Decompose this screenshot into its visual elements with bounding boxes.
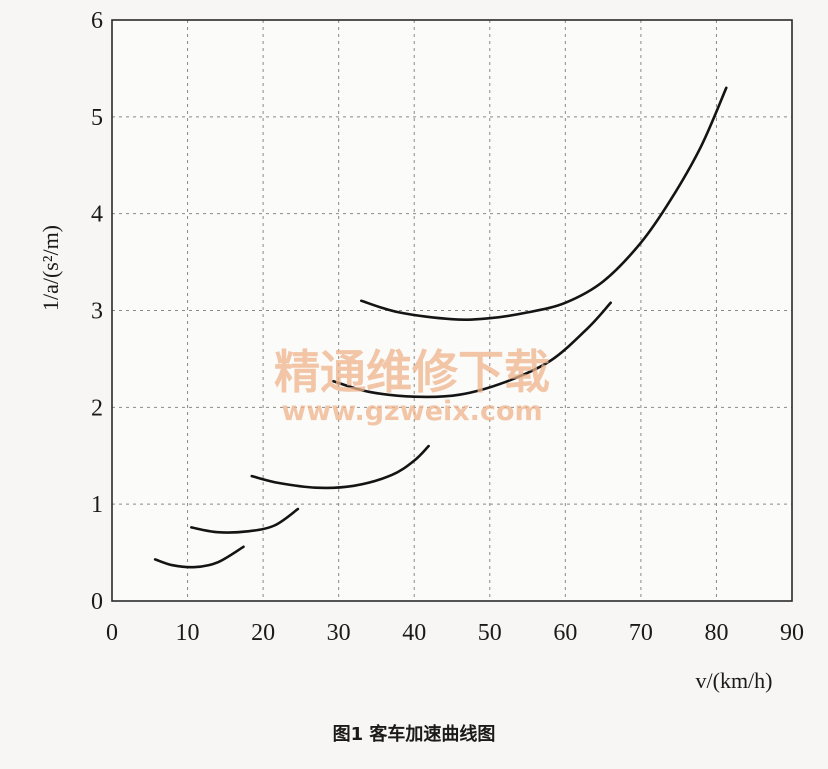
x-tick-label: 80 bbox=[704, 620, 728, 646]
gear-curve-3 bbox=[250, 444, 430, 490]
y-tick-label: 0 bbox=[91, 589, 103, 615]
gear-curve-1 bbox=[153, 545, 245, 569]
y-tick-label: 4 bbox=[91, 202, 103, 228]
gear-curve-2 bbox=[190, 507, 300, 534]
figure-caption: 图1 客车加速曲线图 bbox=[332, 724, 496, 745]
gear-curve-4 bbox=[332, 301, 612, 399]
x-tick-label: 30 bbox=[327, 620, 351, 646]
y-tick-label: 5 bbox=[91, 105, 103, 131]
x-tick-label: 10 bbox=[176, 620, 200, 646]
x-tick-labels: 0 10 20 30 40 50 60 70 80 90 bbox=[106, 620, 804, 646]
x-axis-label: v/(km/h) bbox=[696, 668, 773, 693]
x-tick-label: 0 bbox=[106, 620, 118, 646]
y-tick-label: 3 bbox=[91, 299, 103, 325]
x-tick-label: 50 bbox=[478, 620, 502, 646]
y-tick-label: 6 bbox=[91, 8, 103, 34]
watermark-url: www.gzweix.com bbox=[281, 396, 542, 427]
x-tick-label: 20 bbox=[251, 620, 275, 646]
x-tick-label: 70 bbox=[629, 620, 653, 646]
watermark-title: 精通维修下载 bbox=[274, 345, 550, 399]
y-tick-label: 2 bbox=[91, 395, 103, 421]
x-tick-label: 40 bbox=[402, 620, 426, 646]
x-tick-label: 60 bbox=[553, 620, 577, 646]
grid-lines bbox=[112, 20, 792, 601]
y-tick-label: 1 bbox=[91, 492, 103, 518]
x-tick-label: 90 bbox=[780, 620, 804, 646]
gear-curve-5 bbox=[360, 86, 728, 321]
y-tick-labels: 0 1 2 3 4 5 6 bbox=[91, 8, 103, 615]
plot-area bbox=[112, 20, 792, 601]
plot-frame bbox=[111, 19, 793, 602]
y-axis-label: 1/a/(s²/m) bbox=[38, 225, 63, 311]
curves bbox=[153, 86, 728, 569]
